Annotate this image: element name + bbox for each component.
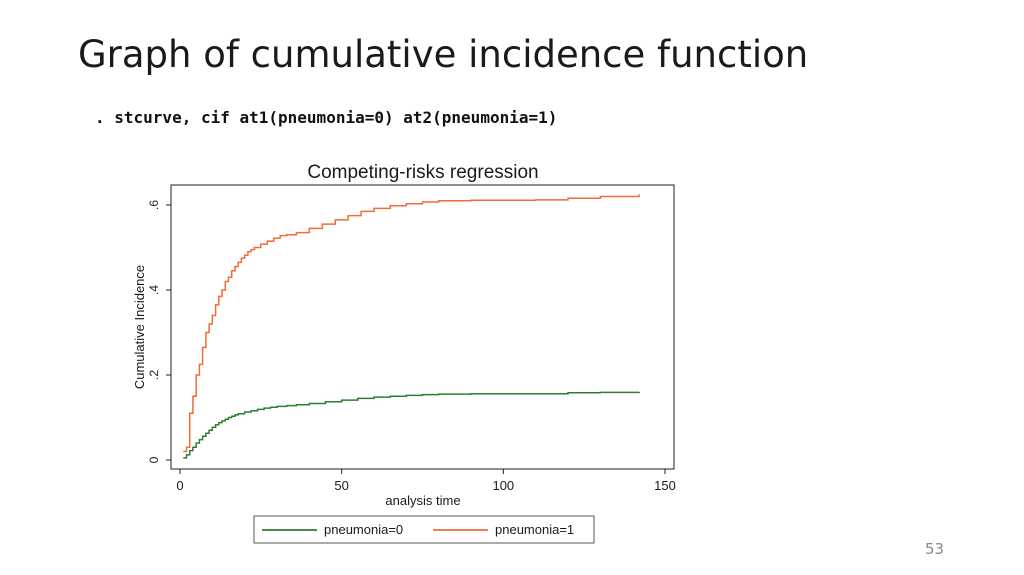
stata-command: . stcurve, cif at1(pneumonia=0) at2(pneu… xyxy=(95,108,558,127)
series-lines xyxy=(183,194,640,459)
y-axis-label: Cumulative Incidence xyxy=(132,265,147,389)
y-tick-label: .4 xyxy=(147,285,161,295)
slide-title: Graph of cumulative incidence function xyxy=(78,33,809,76)
x-tick-label: 150 xyxy=(654,478,676,493)
y-axis: 0 .2 .4 .6 xyxy=(147,200,171,463)
chart-title: Competing-risks regression xyxy=(307,162,538,183)
slide-number: 53 xyxy=(925,540,945,558)
legend: pneumonia=0 pneumonia=1 xyxy=(253,515,595,544)
y-tick-label: .6 xyxy=(147,200,161,210)
x-tick-label: 0 xyxy=(176,478,183,493)
x-tick-label: 100 xyxy=(492,478,514,493)
y-tick-label: 0 xyxy=(147,456,161,463)
plot-area xyxy=(170,184,675,470)
x-tick-label: 50 xyxy=(334,478,348,493)
cif-chart: Competing-risks regression 0 .2 .4 .6 0 50 10… xyxy=(120,150,700,550)
x-axis: 0 50 100 150 xyxy=(176,469,676,493)
legend-label: pneumonia=0 xyxy=(324,522,403,537)
series-line-pneumonia-1 xyxy=(183,194,640,453)
y-tick-label: .2 xyxy=(147,370,161,380)
x-axis-label: analysis time xyxy=(385,493,460,508)
series-line-pneumonia-0 xyxy=(183,391,640,459)
legend-label: pneumonia=1 xyxy=(495,522,574,537)
